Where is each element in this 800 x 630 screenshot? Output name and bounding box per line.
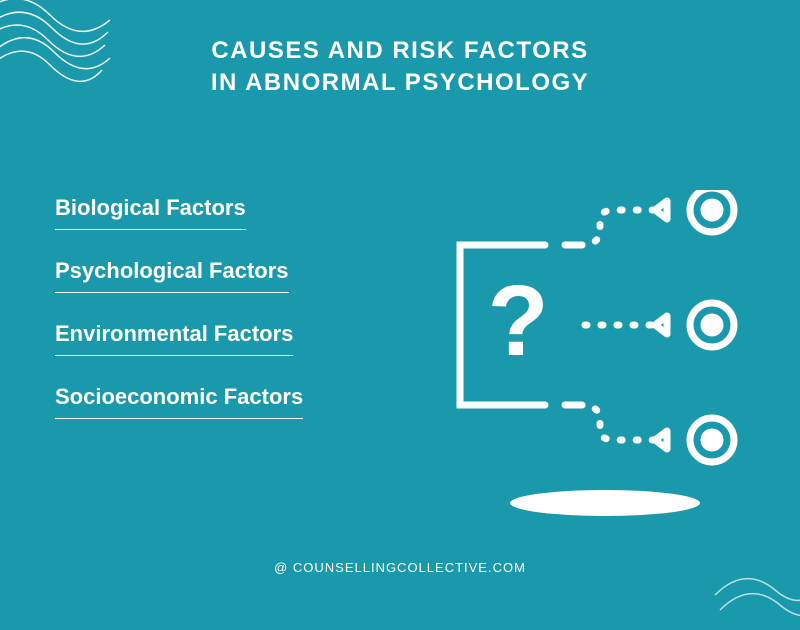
decoration-top-left bbox=[0, 0, 120, 120]
factor-item: Psychological Factors bbox=[55, 258, 289, 293]
factor-item: Biological Factors bbox=[55, 195, 246, 230]
svg-text:?: ? bbox=[487, 265, 548, 377]
page-title: CAUSES AND RISK FACTORS IN ABNORMAL PSYC… bbox=[0, 0, 800, 100]
title-line-1: CAUSES AND RISK FACTORS bbox=[0, 35, 800, 67]
shadow-ellipse bbox=[505, 485, 705, 525]
factor-item: Environmental Factors bbox=[55, 321, 293, 356]
question-flow-diagram: ? bbox=[430, 190, 740, 470]
title-line-2: IN ABNORMAL PSYCHOLOGY bbox=[0, 67, 800, 99]
factor-item: Socioeconomic Factors bbox=[55, 384, 303, 419]
footer-attribution: @ COUNSELLINGCOLLECTIVE.COM bbox=[0, 560, 800, 575]
factors-list: Biological Factors Psychological Factors… bbox=[55, 195, 303, 447]
